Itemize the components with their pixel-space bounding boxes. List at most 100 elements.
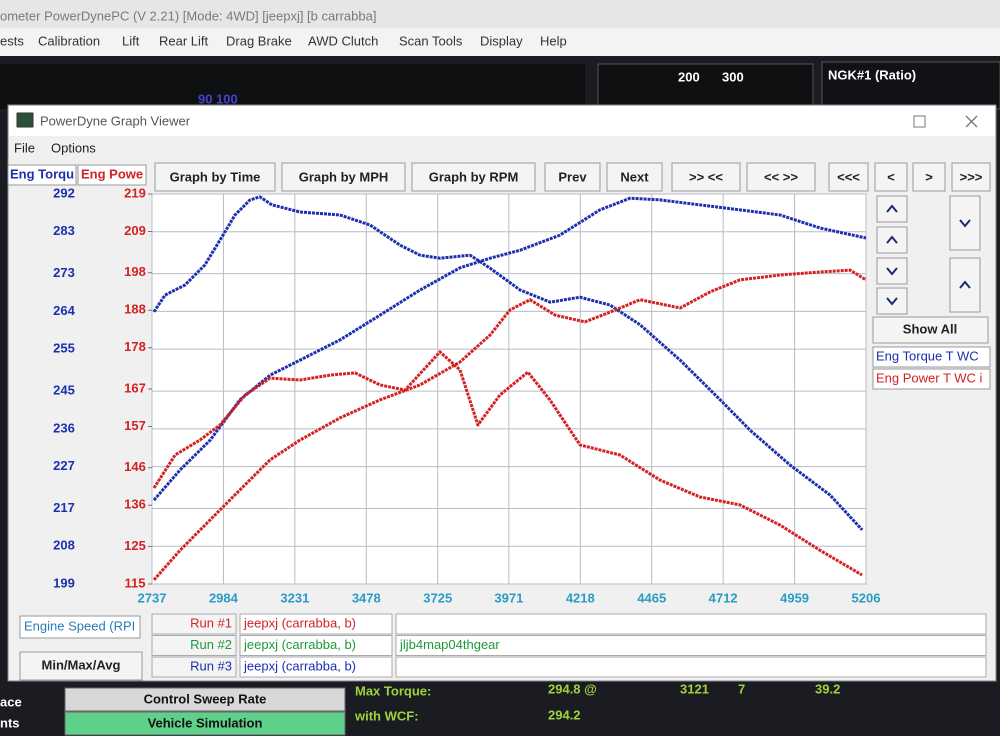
window-icon (16, 112, 34, 128)
max-torque-label: Max Torque: (355, 683, 431, 698)
y-tick-label: 292 (53, 185, 75, 200)
y-tick-label: 245 (53, 383, 75, 398)
toolbar-button-label: < (887, 169, 895, 184)
toolbar-button[interactable] (746, 162, 816, 192)
max-torque-extra: 7 (738, 681, 745, 696)
run-label-box (151, 613, 237, 635)
gauge-label: 200 (678, 69, 700, 84)
axis-header-box (7, 164, 77, 186)
toolbar-button[interactable] (154, 162, 276, 192)
toolbar-button-label: >> << (689, 169, 723, 184)
run-name-box (239, 656, 393, 678)
toolbar-button[interactable] (828, 162, 869, 192)
toolbar-button[interactable] (606, 162, 663, 192)
run-label: Run #3 (190, 658, 232, 673)
y2-tick-label: 136 (124, 497, 146, 512)
window-menu-item[interactable]: File (14, 140, 35, 155)
y-tick-label: 199 (53, 575, 75, 590)
toolbar-button-label: << >> (764, 169, 798, 184)
y-axis-label: Eng Torqu (10, 166, 74, 181)
run-note-box (395, 613, 987, 635)
menu-item[interactable]: Drag Brake (226, 33, 292, 48)
y-tick-label: 264 (53, 303, 75, 318)
toolbar-button-label: > (925, 169, 933, 184)
menu-item[interactable]: Scan Tools (399, 33, 463, 48)
x-tick-label: 2737 (138, 590, 167, 605)
x-tick-label: 2984 (209, 590, 239, 605)
run-name: jeepxj (carrabba, b) (243, 658, 356, 673)
run-name: jeepxj (carrabba, b) (243, 615, 356, 630)
status-left-label: nts (0, 715, 20, 730)
show-all-label: Show All (903, 321, 957, 336)
toolbar-button-label: <<< (837, 169, 860, 184)
scroll-button[interactable] (949, 257, 981, 313)
maximize-button[interactable] (913, 115, 926, 128)
status-button[interactable] (64, 687, 346, 712)
menu-item[interactable]: ests (0, 33, 24, 48)
y2-tick-label: 115 (125, 575, 146, 590)
x-tick-label: 4218 (566, 590, 595, 605)
y2-tick-label: 188 (124, 302, 146, 317)
scroll-arrow (959, 280, 971, 289)
scroll-arrow (886, 297, 898, 306)
y-tick-label: 236 (53, 420, 75, 435)
toolbar-button[interactable] (912, 162, 946, 192)
menu-item[interactable]: Lift (122, 33, 140, 48)
legend-entry: Eng Power T WC i (876, 370, 983, 385)
max-torque-mph: 39.2 (815, 681, 840, 696)
y-tick-label: 217 (53, 500, 75, 515)
status-button-label: Vehicle Simulation (148, 715, 263, 730)
run-name-box (239, 613, 393, 635)
y2-tick-label: 146 (124, 459, 146, 474)
y2-tick-label: 198 (124, 264, 146, 279)
scroll-button[interactable] (876, 195, 908, 223)
y-tick-label: 255 (53, 341, 75, 356)
scroll-arrow (959, 219, 971, 228)
max-torque-value: 294.8 @ (548, 681, 597, 696)
status-button[interactable] (64, 711, 346, 736)
window-title: PowerDyne Graph Viewer (40, 113, 191, 128)
menu-item[interactable]: Help (540, 33, 567, 48)
run-label-box (151, 635, 237, 656)
min-max-label: Min/Max/Avg (42, 657, 121, 672)
run-note-box (395, 656, 987, 678)
x-tick-label: 5206 (852, 590, 881, 605)
toolbar-button-label: Graph by Time (170, 169, 261, 184)
window-menu-item[interactable]: Options (51, 140, 96, 155)
legend-box (872, 346, 991, 368)
scroll-button[interactable] (876, 257, 908, 285)
menu-item[interactable]: Calibration (38, 33, 100, 48)
menu-item[interactable]: Display (480, 33, 523, 48)
menu-item[interactable]: AWD Clutch (308, 33, 378, 48)
run-label-box (151, 656, 237, 678)
data-line (152, 195, 864, 531)
toolbar-button-label: Graph by RPM (429, 169, 519, 184)
window-title-bar (9, 106, 995, 136)
data-line (152, 350, 863, 577)
scroll-arrow (886, 235, 898, 244)
close-button[interactable] (965, 115, 978, 128)
min-max-button[interactable] (19, 651, 143, 681)
toolbar-button[interactable] (411, 162, 536, 192)
run-name-box (239, 635, 393, 656)
toolbar-button[interactable] (281, 162, 406, 192)
toolbar-button[interactable] (671, 162, 741, 192)
y-tick-label: 283 (53, 223, 75, 238)
scroll-button[interactable] (949, 195, 981, 251)
scroll-arrow (886, 204, 898, 213)
show-all-button[interactable] (872, 316, 989, 344)
scroll-button[interactable] (876, 226, 908, 254)
ngk-label: NGK#1 (Ratio) (828, 67, 916, 82)
scroll-button[interactable] (876, 287, 908, 315)
toolbar-button-label: >>> (960, 169, 983, 184)
toolbar-button[interactable] (951, 162, 991, 192)
wcf-label: with WCF: (354, 708, 419, 723)
toolbar-button[interactable] (874, 162, 908, 192)
y-tick-label: 227 (53, 458, 75, 473)
toolbar-button[interactable] (544, 162, 601, 192)
toolbar-button-label: Next (620, 169, 649, 184)
menu-item[interactable]: Rear Lift (159, 33, 209, 48)
x-axis-label-box (19, 615, 141, 639)
toolbar-button-label: Prev (558, 169, 587, 184)
